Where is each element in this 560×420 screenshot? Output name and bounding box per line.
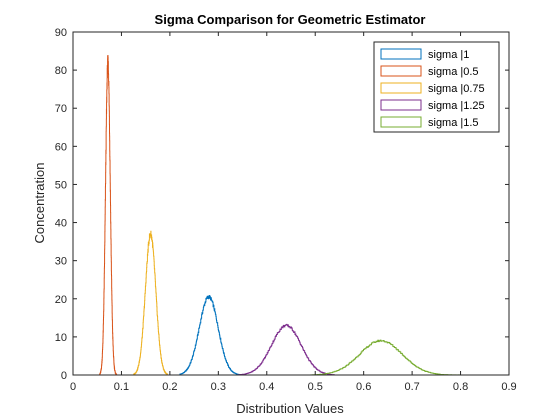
plot-area-frame: [72, 31, 510, 376]
legend-label: sigma |1.25: [428, 100, 485, 112]
legend-swatch: [380, 82, 422, 94]
x-axis-label: Distribution Values: [236, 401, 344, 416]
ticks-layer: 0 0.1 0.2 0.3 0.4 0.5 0.6 0.7 0.8 0.9 0 10 20 30 40 50 6…: [55, 27, 517, 393]
y-tick-label: 90: [55, 27, 67, 39]
legend: sigma |1 sigma |0.5 sigma |0.75 sigma |1.25…: [373, 41, 500, 133]
legend-swatch: [380, 99, 422, 111]
series-sigma-1-line: [179, 294, 244, 376]
legend-swatch: [380, 65, 422, 77]
x-tick-label: 0.4: [259, 381, 274, 393]
chart-title: Sigma Comparison for Geometric Estimator: [155, 12, 426, 27]
y-tick-label: 50: [55, 179, 67, 191]
legend-swatch: [380, 116, 422, 128]
legend-label: sigma |0.5: [428, 66, 479, 78]
series-sigma-1-25-line: [237, 323, 336, 376]
x-tick-label: 0.2: [162, 381, 177, 393]
legend-label: sigma |1.5: [428, 117, 479, 129]
legend-label: sigma |1: [428, 49, 469, 61]
x-tick-label: 0: [70, 381, 76, 393]
x-tick-label: 0.1: [114, 381, 129, 393]
legend-label: sigma |0.75: [428, 83, 485, 95]
y-tick-label: 20: [55, 294, 67, 306]
y-tick-label: 80: [55, 65, 67, 77]
x-tick-label: 0.5: [308, 381, 323, 393]
y-tick-label: 40: [55, 218, 67, 230]
legend-items: sigma |1 sigma |0.5 sigma |0.75 sigma |1.25…: [380, 48, 485, 129]
y-tick-label: 30: [55, 256, 67, 268]
x-tick-label: 0.6: [356, 381, 371, 393]
y-tick-label: 60: [55, 141, 67, 153]
series-sigma-0-75-line: [133, 230, 168, 375]
series-sigma-0-5-line: [99, 55, 118, 376]
x-tick-label: 0.7: [404, 381, 419, 393]
y-tick-label: 10: [55, 332, 67, 344]
x-tick-label: 0.3: [211, 381, 226, 393]
x-tick-label: 0.8: [453, 381, 468, 393]
y-axis-label: Concentration: [32, 163, 47, 244]
y-tick-label: 0: [61, 370, 67, 382]
legend-swatch: [380, 48, 422, 60]
y-tick-label: 70: [55, 103, 67, 115]
x-tick-label: 0.9: [501, 381, 516, 393]
